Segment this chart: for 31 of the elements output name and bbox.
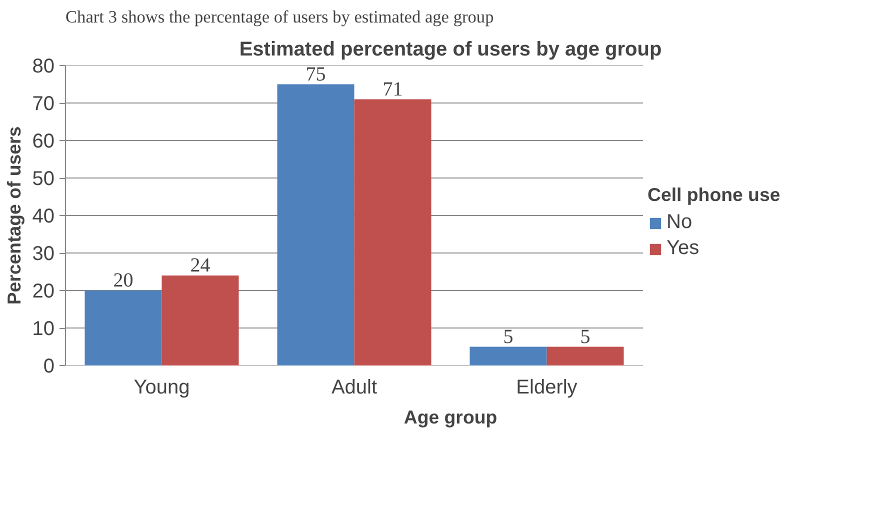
data-label: 75 xyxy=(306,63,326,86)
y-tick-label: 70 xyxy=(32,93,55,115)
bar xyxy=(354,99,432,366)
legend-label: No xyxy=(666,211,692,234)
data-label: 24 xyxy=(190,254,210,276)
y-tick-label: 50 xyxy=(32,168,55,190)
x-tick-label: Elderly xyxy=(516,376,578,398)
y-tick-label: 20 xyxy=(32,280,55,302)
y-axis-title: Percentage of users xyxy=(3,126,24,305)
chart-title: Estimated percentage of users by age group xyxy=(239,38,662,60)
x-tick-label: Adult xyxy=(331,376,378,398)
bar xyxy=(546,346,624,366)
data-label: 5 xyxy=(503,326,514,348)
data-label: 71 xyxy=(382,78,403,100)
x-tick-label: Young xyxy=(134,376,190,398)
y-tick-label: 60 xyxy=(32,130,55,152)
y-tick-label: 40 xyxy=(32,206,55,228)
legend-title: Cell phone use xyxy=(648,184,780,206)
caption: Chart 3 shows the percentage of users by estimated age group xyxy=(66,8,494,26)
legend-label: Yes xyxy=(666,237,700,260)
x-axis-title: Age group xyxy=(404,406,498,428)
data-label: 20 xyxy=(113,270,134,292)
bar xyxy=(84,290,162,366)
bar xyxy=(277,84,354,366)
bar xyxy=(162,276,239,366)
bar xyxy=(470,346,547,366)
y-tick-label: 80 xyxy=(32,56,55,78)
y-tick-label: 30 xyxy=(32,243,55,265)
data-label: 5 xyxy=(580,326,590,348)
y-tick-label: 0 xyxy=(43,356,54,378)
y-tick-label: 10 xyxy=(32,318,55,340)
